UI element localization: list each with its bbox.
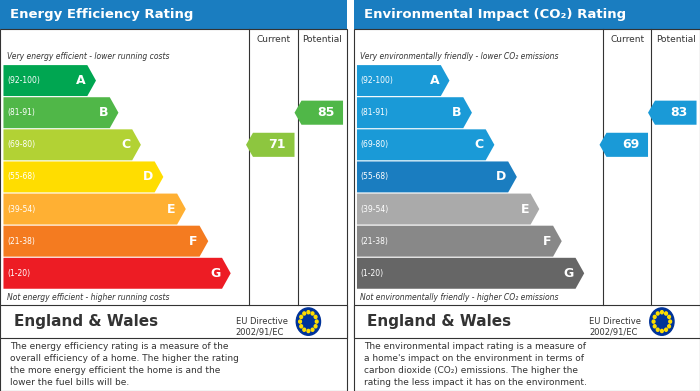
Polygon shape (4, 129, 141, 160)
Text: (21-38): (21-38) (7, 237, 35, 246)
Circle shape (303, 328, 306, 331)
Text: 69: 69 (622, 138, 639, 151)
Text: E: E (520, 203, 529, 215)
Circle shape (668, 315, 671, 318)
Text: (69-80): (69-80) (7, 140, 35, 149)
Polygon shape (357, 97, 472, 128)
Circle shape (312, 328, 314, 331)
Text: A: A (430, 74, 439, 87)
Polygon shape (4, 97, 118, 128)
Text: F: F (190, 235, 198, 248)
Text: C: C (121, 138, 130, 151)
Circle shape (299, 320, 302, 323)
Text: E: E (167, 203, 176, 215)
FancyBboxPatch shape (354, 29, 700, 391)
Text: EU Directive
2002/91/EC: EU Directive 2002/91/EC (236, 317, 288, 336)
Polygon shape (4, 161, 163, 192)
Text: B: B (452, 106, 461, 119)
Polygon shape (357, 258, 584, 289)
Text: B: B (99, 106, 108, 119)
Text: EU Directive
2002/91/EC: EU Directive 2002/91/EC (589, 317, 641, 336)
Polygon shape (599, 133, 648, 157)
Circle shape (314, 325, 317, 328)
Text: (81-91): (81-91) (360, 108, 388, 117)
Polygon shape (357, 226, 561, 256)
Text: (1-20): (1-20) (360, 269, 384, 278)
Circle shape (661, 310, 664, 314)
Text: Current: Current (610, 34, 644, 44)
Text: Environmental Impact (CO₂) Rating: Environmental Impact (CO₂) Rating (364, 8, 626, 21)
Circle shape (653, 325, 656, 328)
Circle shape (307, 329, 310, 332)
Text: D: D (143, 170, 153, 183)
Circle shape (668, 325, 671, 328)
Text: Potential: Potential (656, 34, 696, 44)
Circle shape (307, 310, 310, 314)
Text: (69-80): (69-80) (360, 140, 388, 149)
Text: F: F (543, 235, 552, 248)
Text: 71: 71 (269, 138, 286, 151)
Text: Very environmentally friendly - lower CO₂ emissions: Very environmentally friendly - lower CO… (360, 52, 559, 61)
Circle shape (312, 312, 314, 315)
Text: (1-20): (1-20) (7, 269, 30, 278)
Polygon shape (648, 100, 696, 125)
Circle shape (653, 315, 656, 318)
Polygon shape (357, 161, 517, 192)
Circle shape (650, 308, 674, 335)
Circle shape (665, 312, 667, 315)
Polygon shape (357, 194, 539, 224)
Text: Very energy efficient - lower running costs: Very energy efficient - lower running co… (7, 52, 169, 61)
Text: G: G (564, 267, 574, 280)
FancyBboxPatch shape (354, 0, 700, 29)
Circle shape (657, 312, 659, 315)
Circle shape (315, 320, 318, 323)
Text: (39-54): (39-54) (360, 204, 388, 213)
Text: G: G (210, 267, 220, 280)
Circle shape (661, 329, 664, 332)
Text: England & Wales: England & Wales (368, 314, 512, 329)
Text: (55-68): (55-68) (7, 172, 35, 181)
Polygon shape (246, 133, 295, 157)
Text: 85: 85 (317, 106, 335, 119)
Text: Current: Current (257, 34, 290, 44)
FancyBboxPatch shape (0, 0, 346, 29)
Polygon shape (4, 194, 186, 224)
Text: (81-91): (81-91) (7, 108, 35, 117)
Text: Potential: Potential (302, 34, 342, 44)
Text: C: C (475, 138, 484, 151)
Polygon shape (4, 65, 96, 96)
FancyBboxPatch shape (0, 305, 346, 338)
Polygon shape (357, 65, 449, 96)
FancyBboxPatch shape (0, 29, 346, 391)
Text: (92-100): (92-100) (7, 76, 40, 85)
Polygon shape (4, 226, 208, 256)
Text: 83: 83 (671, 106, 688, 119)
Circle shape (668, 320, 671, 323)
FancyBboxPatch shape (354, 305, 700, 338)
Text: D: D (496, 170, 506, 183)
Circle shape (300, 315, 302, 318)
Text: England & Wales: England & Wales (14, 314, 158, 329)
Text: (21-38): (21-38) (360, 237, 388, 246)
Text: The environmental impact rating is a measure of
a home's impact on the environme: The environmental impact rating is a mea… (364, 343, 587, 387)
Circle shape (657, 328, 659, 331)
Text: (55-68): (55-68) (360, 172, 388, 181)
Text: Energy Efficiency Rating: Energy Efficiency Rating (10, 8, 194, 21)
Text: Not environmentally friendly - higher CO₂ emissions: Not environmentally friendly - higher CO… (360, 292, 559, 302)
Polygon shape (295, 100, 343, 125)
Circle shape (300, 325, 302, 328)
Circle shape (303, 312, 306, 315)
Polygon shape (4, 258, 231, 289)
Circle shape (652, 320, 655, 323)
Polygon shape (357, 129, 494, 160)
Text: (92-100): (92-100) (360, 76, 393, 85)
Circle shape (665, 328, 667, 331)
Circle shape (296, 308, 321, 335)
Text: The energy efficiency rating is a measure of the
overall efficiency of a home. T: The energy efficiency rating is a measur… (10, 343, 239, 387)
Text: Not energy efficient - higher running costs: Not energy efficient - higher running co… (7, 292, 169, 302)
Circle shape (314, 315, 317, 318)
Text: (39-54): (39-54) (7, 204, 35, 213)
Text: A: A (76, 74, 85, 87)
